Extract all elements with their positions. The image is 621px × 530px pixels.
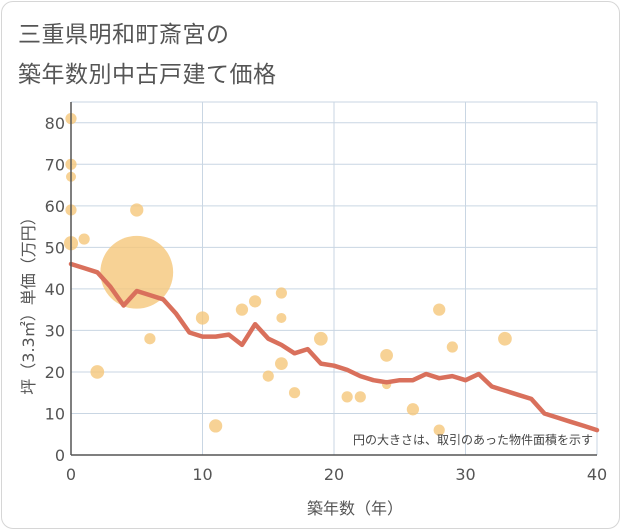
y-tick-label: 10 (45, 404, 65, 423)
series-line-average (68, 261, 600, 433)
x-tick-label: 0 (66, 465, 76, 484)
data-bubble (144, 333, 156, 345)
data-bubble (498, 331, 512, 346)
y-tick-label: 0 (55, 446, 65, 465)
y-tick-label: 80 (45, 114, 65, 133)
axes: 0 10 20 30 40 50 60 70 80 0 10 20 30 40 (45, 102, 607, 484)
y-tick-label: 30 (45, 321, 65, 340)
chart-title-line-1: 三重県明和町斎宮の (18, 22, 230, 48)
data-bubble (380, 348, 393, 362)
data-bubble (275, 287, 287, 299)
average-line (68, 261, 600, 433)
data-bubble (313, 331, 328, 346)
data-bubble (209, 419, 223, 433)
chart-title-line-2: 築年数別中古戸建て価格 (18, 62, 277, 88)
data-bubble (78, 233, 90, 245)
bubbles (63, 113, 512, 436)
data-bubble (275, 357, 288, 371)
y-tick-label: 40 (45, 280, 65, 299)
data-bubble (433, 424, 445, 436)
data-bubble (130, 203, 144, 217)
bubble-size-note: 円の大きさは、取引のあった物件面積を示す (353, 432, 593, 447)
x-tick-label: 40 (587, 465, 607, 484)
data-bubble (433, 303, 446, 316)
x-tick-label: 30 (455, 465, 475, 484)
data-bubble (288, 387, 301, 399)
data-bubble (276, 312, 287, 323)
data-bubble (341, 391, 353, 403)
x-tick-label: 10 (192, 465, 212, 484)
data-bubble (90, 365, 105, 379)
data-bubble (100, 235, 174, 309)
y-axis-label: 坪（3.3㎡）単価（万円） (19, 209, 38, 394)
data-bubble (354, 391, 366, 403)
data-bubble (262, 370, 274, 382)
data-bubble (235, 303, 249, 316)
x-axis-label: 築年数（年） (307, 499, 403, 518)
y-tick-label: 50 (45, 238, 65, 257)
y-tick-label: 60 (45, 197, 65, 216)
data-bubble (248, 295, 262, 308)
data-bubble (446, 341, 458, 353)
y-tick-label: 70 (45, 155, 65, 174)
data-bubble (195, 311, 210, 325)
y-tick-label: 20 (45, 363, 65, 382)
x-tick-label: 20 (324, 465, 344, 484)
data-bubble (406, 403, 420, 416)
